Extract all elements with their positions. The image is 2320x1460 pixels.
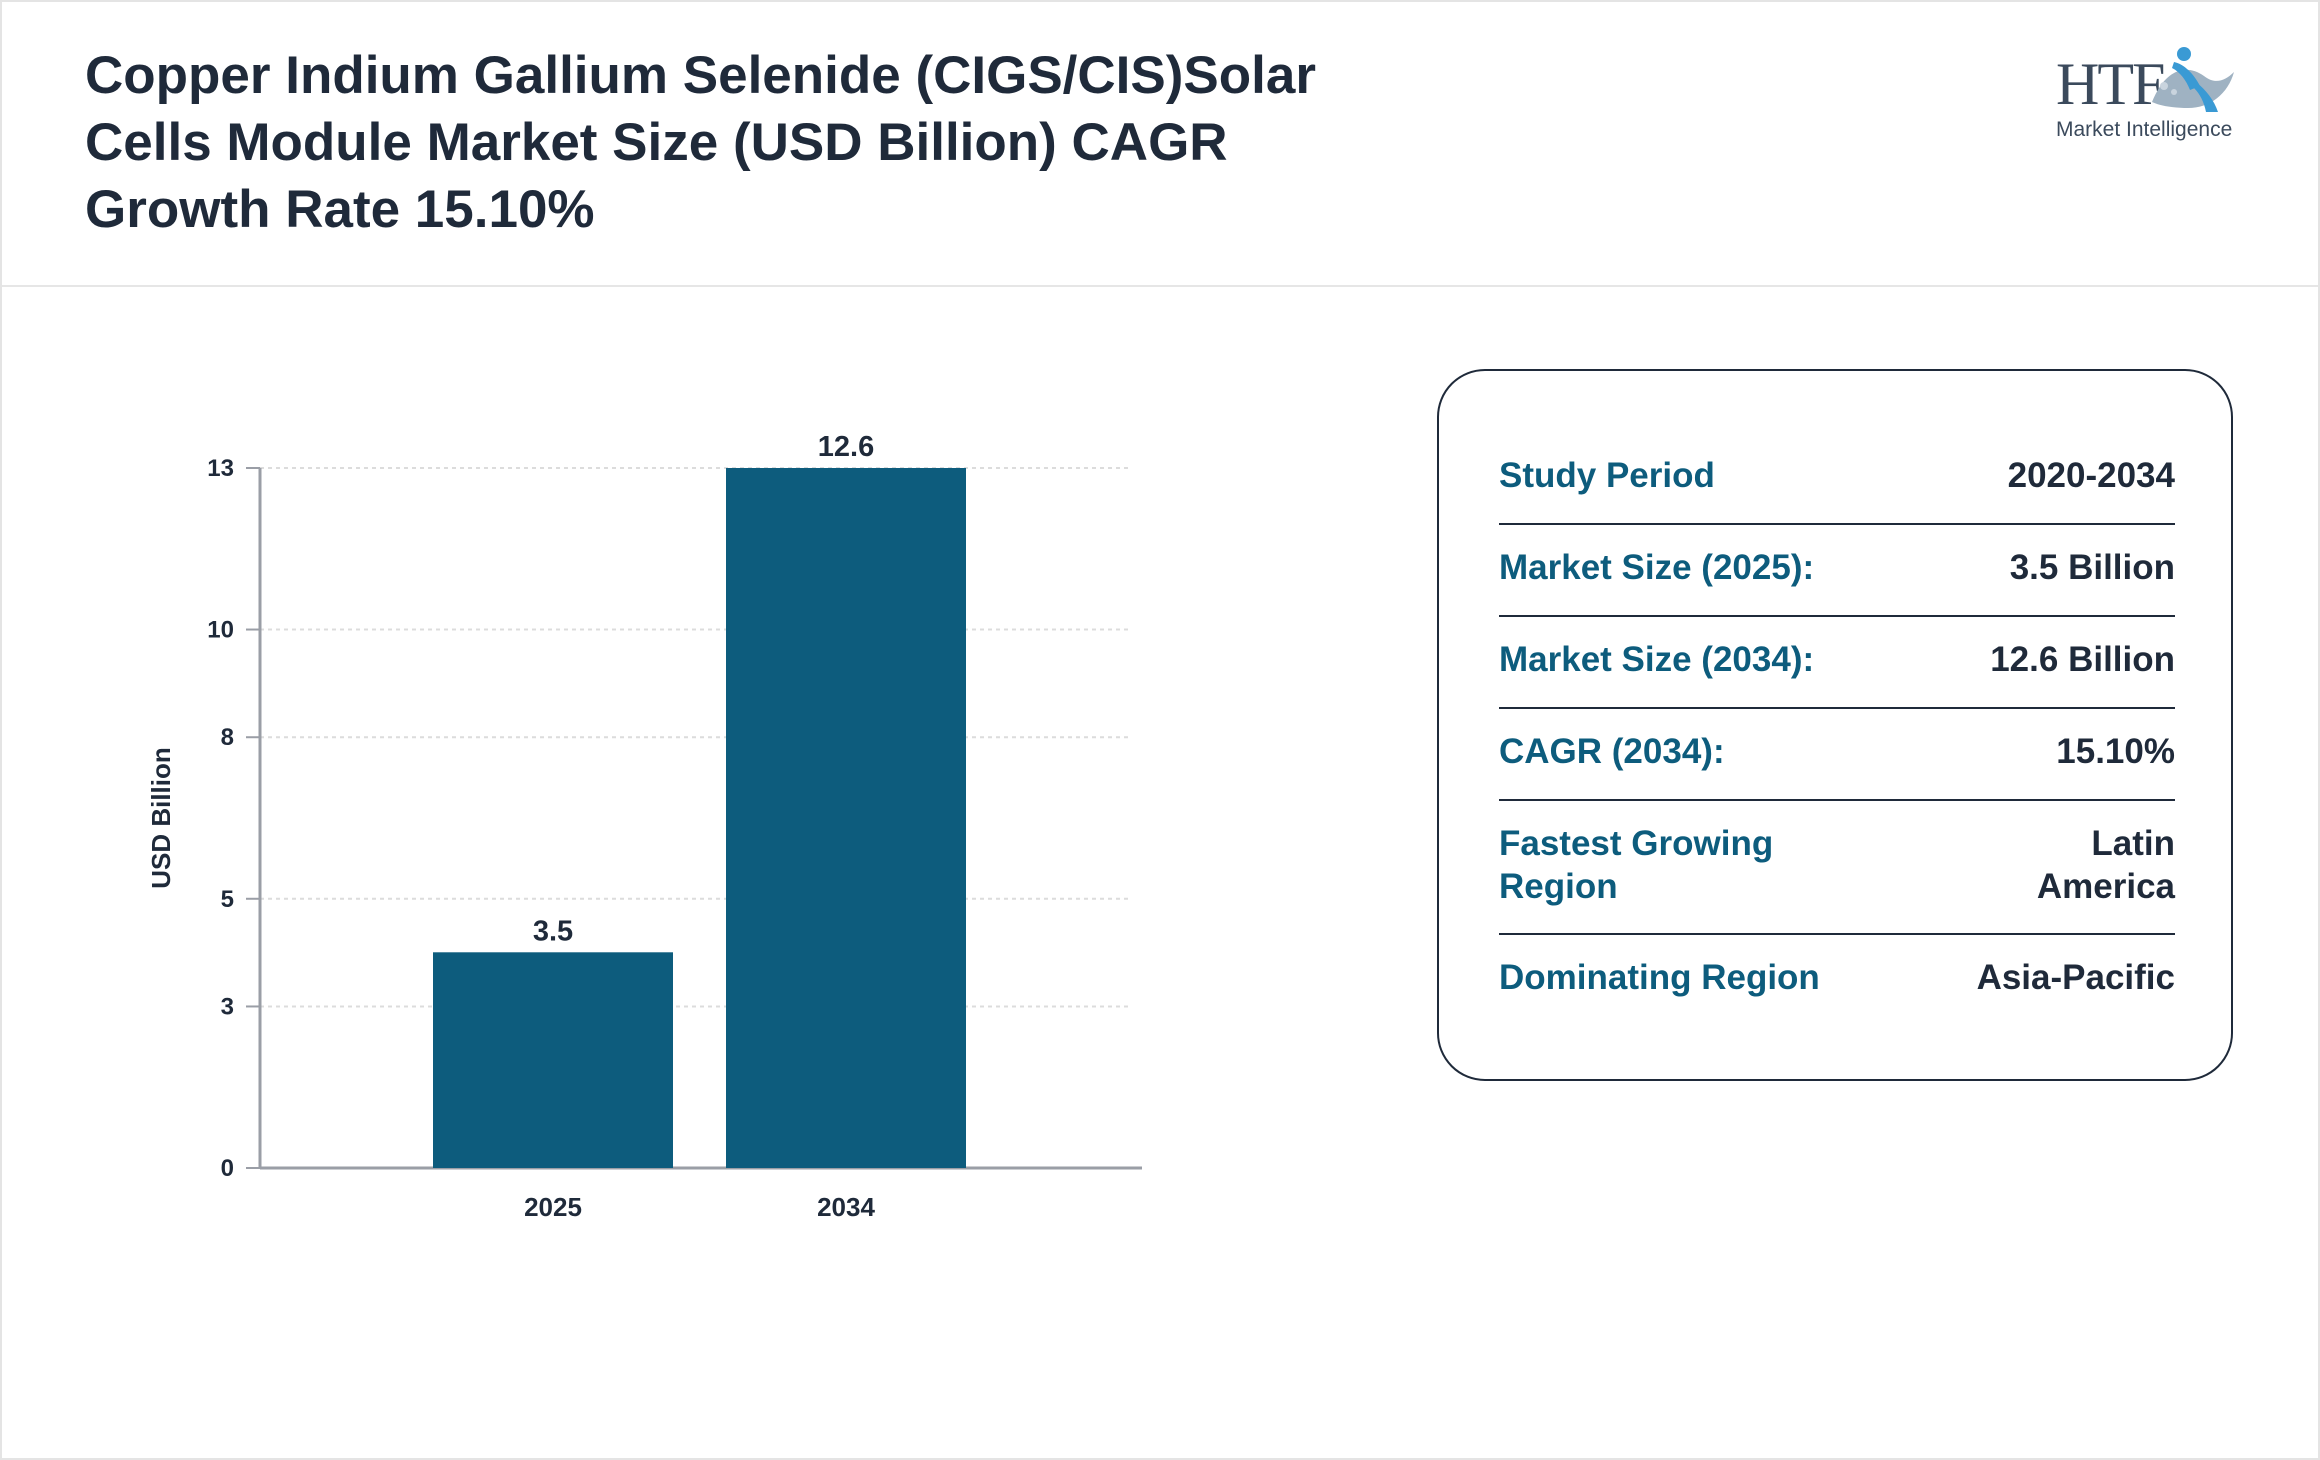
info-label: Market Size (2025):	[1499, 548, 1815, 587]
bar-value-label: 3.5	[533, 915, 573, 947]
row-divider	[1499, 523, 2175, 525]
logo-wordmark: HTF	[2056, 51, 2165, 117]
info-row: CAGR (2034): 15.10%	[1499, 730, 2175, 773]
info-value: 12.6 Billion	[1990, 640, 2175, 679]
logo-subtitle: Market Intelligence	[2056, 118, 2233, 141]
page-title: Copper Indium Gallium Selenide (CIGS/CIS…	[85, 46, 1316, 239]
bar-chart: 0 3 5 8 10 13 USD Billion 3.5 2025 12.6 2034	[146, 431, 1142, 1222]
info-value: Latin America	[2036, 824, 2175, 906]
info-label: CAGR (2034):	[1499, 732, 1725, 771]
summary-card: Study Period 2020-2034 Market Size (2025):…	[1437, 369, 2233, 1081]
info-label: Study Period	[1499, 456, 1715, 495]
bar-value-label: 12.6	[818, 431, 874, 463]
bar-2025	[433, 952, 673, 1168]
info-row: Dominating Region Asia-Pacific	[1499, 956, 2175, 999]
logo-figure-icon	[2152, 47, 2234, 112]
header: Copper Indium Gallium Selenide (CIGS/CIS…	[2, 2, 2318, 287]
info-row: Market Size (2034): 12.6 Billion	[1499, 638, 2175, 681]
y-tick-label: 3	[221, 993, 234, 1020]
info-row: Market Size (2025): 3.5 Billion	[1499, 546, 2175, 589]
info-value: Asia-Pacific	[1976, 958, 2175, 997]
bar-2034	[726, 468, 966, 1168]
row-divider	[1499, 799, 2175, 801]
info-label: Fastest Growing Region	[1499, 824, 1774, 906]
row-divider	[1499, 615, 2175, 617]
info-value: 2020-2034	[2007, 456, 2175, 495]
y-tick-label: 8	[221, 724, 234, 751]
info-value: 3.5 Billion	[2009, 548, 2175, 587]
x-tick-label: 2025	[524, 1192, 582, 1222]
y-tick-label: 5	[221, 886, 234, 913]
y-axis-label: USD Billion	[146, 747, 176, 889]
info-row: Study Period 2020-2034	[1499, 454, 2175, 497]
row-divider	[1499, 707, 2175, 709]
x-tick-label: 2034	[817, 1192, 875, 1222]
row-divider	[1499, 933, 2175, 935]
info-value: 15.10%	[2056, 732, 2175, 771]
y-tick-label: 0	[221, 1155, 234, 1182]
y-tick-label: 10	[207, 617, 234, 644]
htf-logo: HTF Market Intelligence	[2042, 38, 2242, 148]
y-tick-label: 13	[207, 455, 234, 482]
info-label: Market Size (2034):	[1499, 640, 1815, 679]
info-label: Dominating Region	[1499, 958, 1820, 997]
info-row: Fastest Growing Region Latin America	[1499, 822, 2175, 908]
